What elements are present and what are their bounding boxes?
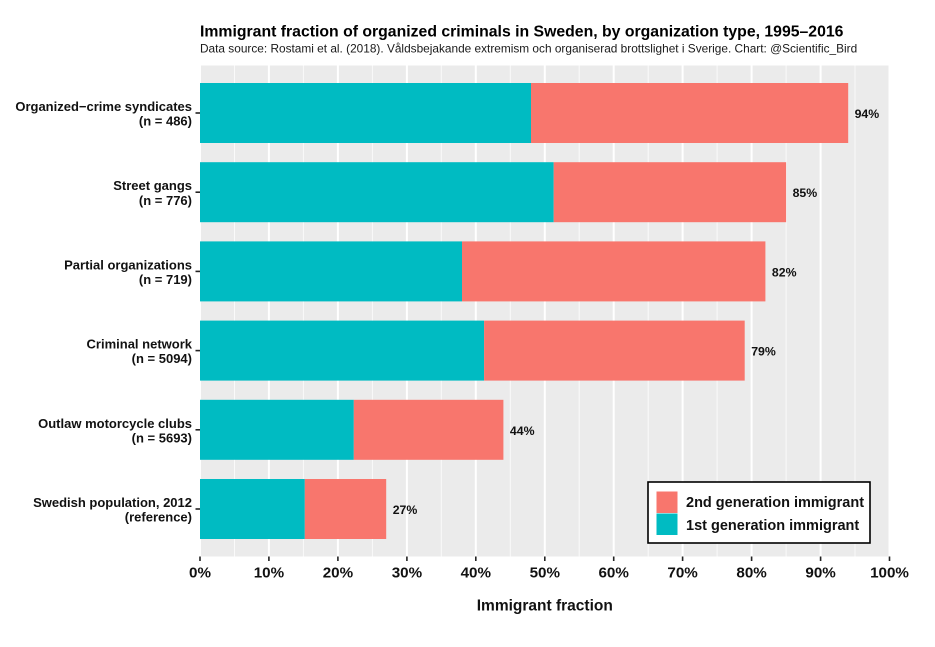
svg-text:(n = 719): (n = 719) xyxy=(139,272,192,287)
svg-text:2nd generation immigrant: 2nd generation immigrant xyxy=(686,495,864,511)
svg-text:Organized−crime syndicates: Organized−crime syndicates xyxy=(15,99,192,114)
svg-text:70%: 70% xyxy=(667,565,698,582)
svg-text:40%: 40% xyxy=(461,565,492,582)
svg-text:85%: 85% xyxy=(793,186,818,200)
svg-text:100%: 100% xyxy=(870,565,909,582)
svg-text:30%: 30% xyxy=(392,565,423,582)
svg-text:80%: 80% xyxy=(736,565,767,582)
svg-text:44%: 44% xyxy=(510,424,535,438)
svg-text:50%: 50% xyxy=(530,565,561,582)
svg-text:82%: 82% xyxy=(772,265,797,279)
svg-text:60%: 60% xyxy=(598,565,629,582)
svg-text:94%: 94% xyxy=(855,107,880,121)
svg-text:Immigrant fraction: Immigrant fraction xyxy=(477,598,613,615)
svg-text:10%: 10% xyxy=(254,565,285,582)
svg-text:1st generation immigrant: 1st generation immigrant xyxy=(686,518,859,534)
svg-text:(n = 5693): (n = 5693) xyxy=(132,430,192,445)
svg-text:(reference): (reference) xyxy=(125,510,192,525)
svg-text:90%: 90% xyxy=(805,565,836,582)
svg-text:Immigrant fraction of organize: Immigrant fraction of organized criminal… xyxy=(200,24,844,41)
svg-text:Swedish population, 2012: Swedish population, 2012 xyxy=(33,495,192,510)
svg-text:Outlaw motorcycle clubs: Outlaw motorcycle clubs xyxy=(38,416,192,431)
svg-text:Street gangs: Street gangs xyxy=(113,178,192,193)
svg-text:(n = 776): (n = 776) xyxy=(139,193,192,208)
svg-text:20%: 20% xyxy=(323,565,354,582)
svg-text:(n = 5094): (n = 5094) xyxy=(132,351,192,366)
svg-text:79%: 79% xyxy=(751,345,776,359)
svg-text:27%: 27% xyxy=(393,503,418,517)
svg-text:Partial organizations: Partial organizations xyxy=(64,257,192,272)
svg-text:(n = 486): (n = 486) xyxy=(139,114,192,129)
svg-text:Data source: Rostami et al. (2: Data source: Rostami et al. (2018). Våld… xyxy=(200,42,857,56)
svg-text:Criminal network: Criminal network xyxy=(87,337,193,352)
svg-text:0%: 0% xyxy=(189,565,211,582)
